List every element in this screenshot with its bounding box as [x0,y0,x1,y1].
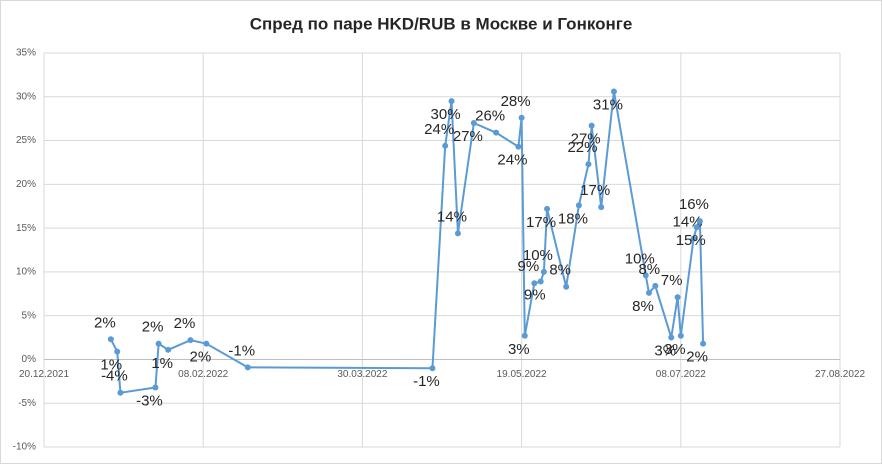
data-label: 2% [174,315,196,332]
data-point [645,289,652,296]
data-point [537,278,544,285]
data-label: 24% [424,121,454,138]
data-label: 10% [625,250,655,267]
data-point [515,143,522,150]
data-label: -1% [413,373,440,390]
data-point [187,337,194,344]
data-label: 17% [580,182,610,199]
data-label: 8% [632,298,654,315]
data-point [588,122,595,129]
data-point [107,336,114,343]
data-point [429,365,436,372]
data-label: 9% [524,286,546,303]
data-label: 31% [593,96,623,113]
data-label: 30% [431,106,461,123]
y-tick-label: 25% [16,135,36,146]
x-tick-label: 08.07.2022 [656,369,706,380]
data-label: -3% [136,392,163,409]
data-point [693,224,700,231]
data-point [152,384,159,391]
data-label: 27% [453,128,483,145]
y-tick-label: 5% [22,310,37,321]
data-point [668,334,675,341]
data-label: 28% [501,93,531,110]
x-tick-label: 20.12.2021 [19,369,69,380]
data-label: 3% [654,343,676,360]
data-point [117,389,124,396]
data-label: -1% [228,342,255,359]
data-label: 9% [517,258,539,275]
data-label: 24% [497,152,527,169]
x-tick-label: 30.03.2022 [337,369,387,380]
data-point [674,294,681,301]
x-tick-label: 27.08.2022 [815,369,865,380]
data-point [203,340,210,347]
y-tick-label: 20% [16,179,36,190]
data-label: 18% [558,210,588,227]
data-point [544,205,551,212]
data-point [610,88,617,95]
data-point [114,348,121,355]
data-point [642,272,649,279]
data-label: 27% [571,131,601,148]
data-point [470,120,477,127]
x-tick-label: 08.02.2022 [178,369,228,380]
data-point [493,129,500,136]
data-label: 8% [638,261,660,278]
data-label: 16% [679,196,709,213]
data-point [540,268,547,275]
y-tick-label: -10% [13,442,36,453]
data-point [531,280,538,287]
data-label: 17% [526,214,556,231]
data-label: 2% [142,319,164,336]
data-point [690,235,697,242]
y-tick-label: 10% [16,267,36,278]
data-point [442,142,449,149]
data-label: 2% [190,349,212,366]
data-label: 8% [549,262,571,279]
data-label: 7% [661,272,683,289]
data-label: 22% [567,139,597,156]
y-tick-label: 0% [22,354,37,365]
data-point [575,202,582,209]
data-label: -4% [101,368,128,385]
data-label: 26% [475,108,505,125]
data-point [700,340,707,347]
x-tick-label: 19.05.2022 [497,369,547,380]
data-point [244,364,251,371]
y-tick-label: 35% [16,48,36,59]
chart-title: Спред по паре HKD/RUB в Москве и Гонконг… [250,14,633,33]
data-label: 1% [151,355,173,372]
data-point [677,332,684,339]
data-point [696,218,703,225]
data-label: 2% [686,349,708,366]
data-point [448,98,455,105]
data-point [165,346,172,353]
y-tick-label: -5% [18,398,36,409]
data-point [563,283,570,290]
data-label: 15% [676,232,706,249]
data-point [155,340,162,347]
data-label: 1% [100,357,122,374]
data-point [585,161,592,168]
data-point [518,114,525,121]
y-tick-label: 15% [16,223,36,234]
data-label: 14% [437,208,467,225]
y-tick-label: 30% [16,91,36,102]
data-label: 2% [94,314,116,331]
data-point [652,282,659,289]
data-point [454,230,461,237]
data-label: 3% [508,341,530,358]
data-label: 10% [523,247,553,264]
data-point [521,332,528,339]
data-label: 3% [664,341,686,358]
data-point [598,204,605,211]
